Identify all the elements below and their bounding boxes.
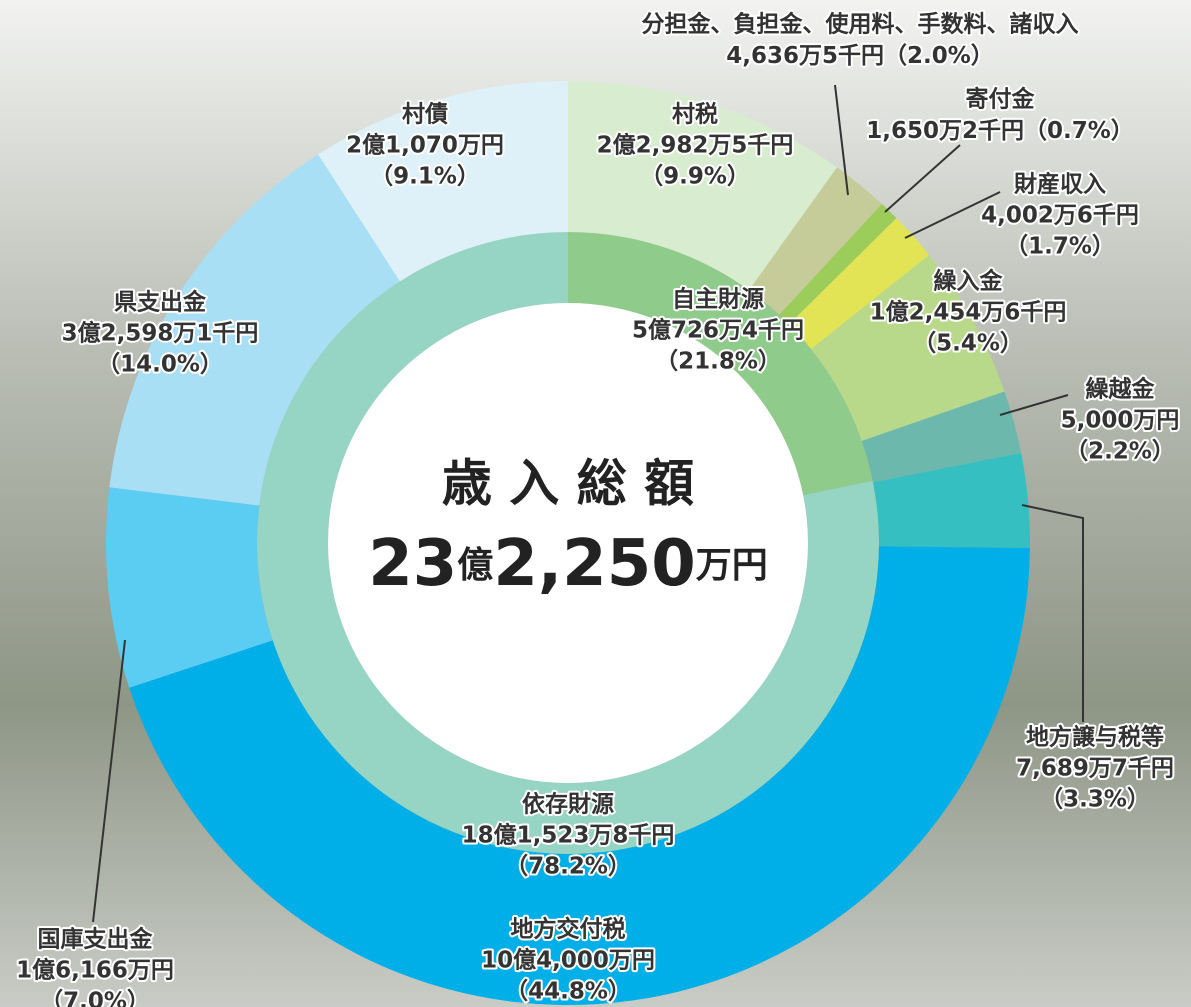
- amount-label: 18億1,523万8千円: [462, 822, 675, 849]
- value-label: （2.2%）: [1065, 438, 1175, 465]
- value-label: （1.7%）: [1005, 233, 1115, 260]
- value-label: （21.8%）: [655, 348, 781, 375]
- category-label: 財産収入: [1014, 171, 1106, 198]
- category-label: 依存財源: [522, 791, 614, 818]
- total-part: 23: [368, 527, 457, 601]
- value-label: （78.2%）: [505, 853, 631, 880]
- total-part: 2,250: [493, 527, 695, 601]
- amount-label: 4,002万6千円: [981, 203, 1139, 229]
- value-label: （3.3%）: [1040, 786, 1150, 813]
- category-label: 繰越金: [1086, 376, 1156, 403]
- category-label: 分担金、負担金、使用料、手数料、諸収入: [642, 11, 1079, 38]
- chart: 歳 入 総 額 23億2,250万円 自主財源 5億726万4千円 （21.8%） 依…: [0, 0, 1191, 1007]
- category-label: 県支出金: [114, 289, 207, 316]
- amount-label: 5億726万4千円: [632, 317, 804, 344]
- total-part: 万円: [696, 545, 768, 586]
- amount-label: 1,650万2千円: [866, 118, 1024, 144]
- category-label: 村税: [672, 101, 718, 128]
- total-part: 億: [457, 545, 493, 586]
- amount-label: 5,000万円: [1061, 408, 1180, 434]
- value-label: （2.0%）: [884, 42, 994, 69]
- amount-label: 2億1,070万円: [346, 132, 504, 159]
- category-label: 村債: [402, 102, 448, 128]
- amount-label: 2億2,982万5千円: [597, 132, 794, 159]
- amount-label: 3億2,598万1千円: [62, 320, 259, 347]
- amount-label: 4,636万5千円: [726, 43, 884, 69]
- amount-label: 1億2,454万6千円: [870, 299, 1067, 326]
- value-label: （9.1%）: [370, 163, 480, 190]
- value-label: （0.7%）: [1024, 117, 1134, 144]
- value-label: （44.8%）: [505, 978, 631, 1005]
- amount-label: 1億6,166万円: [16, 957, 174, 984]
- category-label: 地方譲与税等: [1026, 724, 1164, 751]
- category-label: 国庫支出金: [38, 926, 154, 953]
- category-label: 自主財源: [672, 286, 764, 313]
- value-label: （5.4%）: [913, 330, 1023, 357]
- category-label: 繰入金: [934, 268, 1004, 295]
- amount-percent-label: 4,636万5千円（2.0%）: [726, 42, 994, 69]
- amount-percent-label: 1,650万2千円（0.7%）: [866, 117, 1134, 144]
- value-label: （14.0%）: [97, 351, 223, 378]
- amount-label: 7,689万7千円: [1016, 756, 1174, 782]
- value-label: （9.9%）: [640, 163, 750, 190]
- category-label: 地方交付税: [511, 916, 626, 943]
- amount-label: 10億4,000万円: [481, 947, 655, 974]
- center-title: 歳 入 総 額: [442, 455, 694, 513]
- value-label: （7.0%）: [40, 988, 150, 1007]
- category-label: 寄付金: [966, 86, 1036, 113]
